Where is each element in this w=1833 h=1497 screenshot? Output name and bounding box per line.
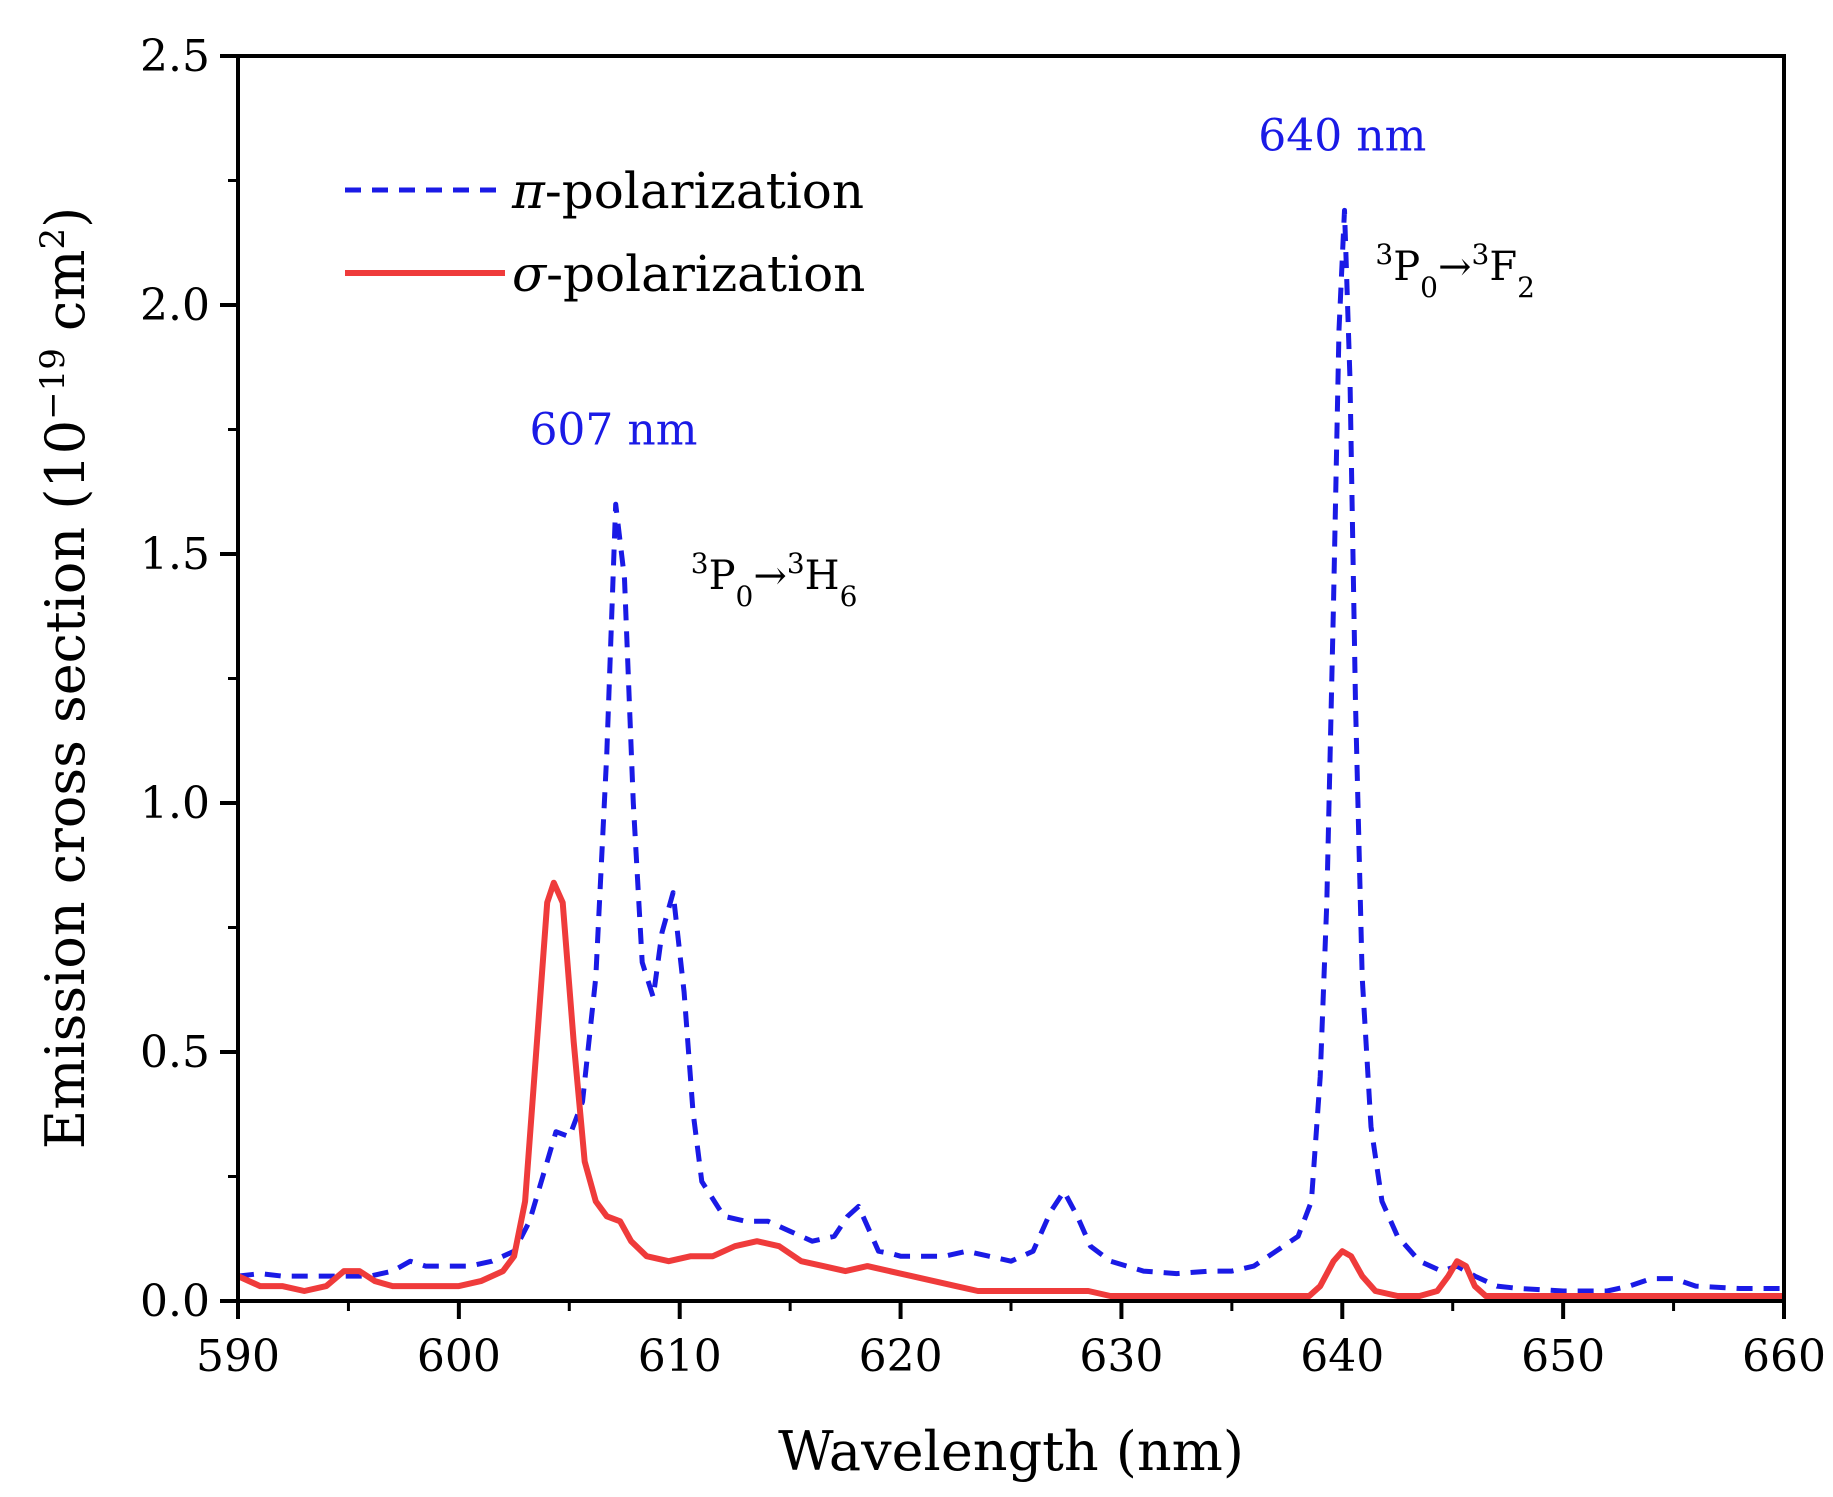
x-tick-label: 600 bbox=[417, 1331, 501, 1382]
x-tick-label: 590 bbox=[196, 1331, 280, 1382]
x-axis-title: Wavelength (nm) bbox=[778, 1420, 1244, 1483]
x-tick-label: 650 bbox=[1521, 1331, 1605, 1382]
y-tick-label: 2.0 bbox=[140, 280, 210, 331]
legend-sigma-label: σ-polarization bbox=[512, 245, 865, 303]
x-tick-label: 660 bbox=[1742, 1331, 1826, 1382]
series-line-sigma bbox=[236, 879, 1784, 1299]
legend: π-polarization σ-polarization bbox=[345, 162, 865, 303]
y-tick-label: 0.5 bbox=[140, 1027, 210, 1078]
transition-label-h6: 3P0→3H6 bbox=[691, 546, 858, 612]
y-axis-title: Emission cross section (10−19 cm2) bbox=[33, 207, 97, 1149]
x-tick-label: 620 bbox=[859, 1331, 943, 1382]
y-tick-label: 1.5 bbox=[140, 529, 210, 580]
series-line-pi bbox=[237, 207, 1784, 1294]
peak-label-640: 640 nm bbox=[1258, 111, 1426, 162]
y-tick-label: 0.0 bbox=[140, 1276, 210, 1327]
y-tick-label: 1.0 bbox=[140, 778, 210, 829]
x-tick-label: 610 bbox=[638, 1331, 722, 1382]
plot-frame bbox=[236, 54, 1786, 1303]
transition-label-f2: 3P0→3F2 bbox=[1375, 238, 1535, 304]
peak-label-607: 607 nm bbox=[529, 404, 697, 455]
x-tick-label: 630 bbox=[1079, 1331, 1163, 1382]
legend-pi-label: π-polarization bbox=[511, 162, 864, 220]
x-tick-label: 640 bbox=[1300, 1331, 1384, 1382]
y-tick-label: 2.5 bbox=[140, 31, 210, 82]
